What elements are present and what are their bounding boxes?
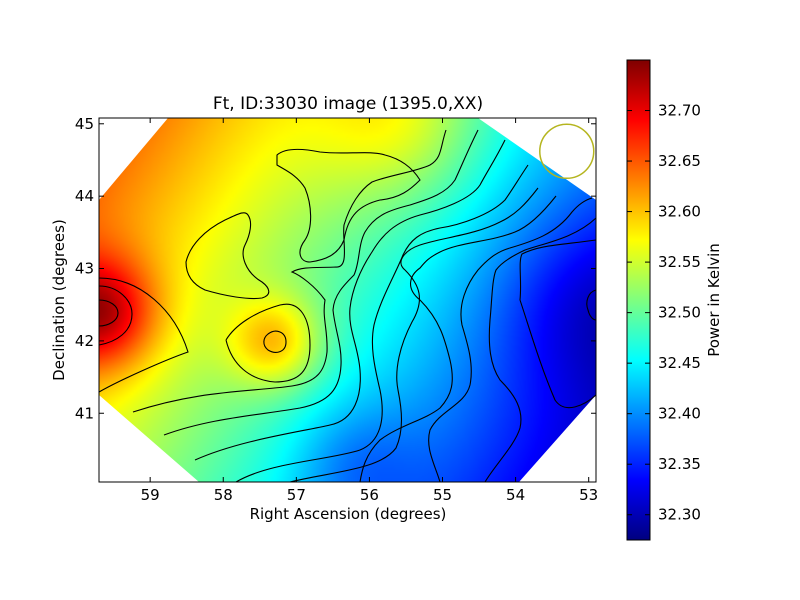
contour-line [484,217,597,483]
x-tick-label: 53 [579,486,598,504]
colorbar-ticks: 32.30 32.35 32.40 32.45 32.50 32.55 32.60 32.65… [627,102,701,524]
contour-line [98,277,189,393]
contour-line [225,303,311,383]
contour-line [428,197,593,483]
colorbar-tick-label: 32.45 [658,354,701,372]
contour-line [163,129,479,436]
contour-line [359,195,557,483]
colorbar-tick-label: 32.40 [658,405,701,423]
x-tick-label: 58 [214,486,233,504]
x-tick-label: 56 [360,486,379,504]
contour-line [235,164,529,483]
contour-line [132,129,447,413]
beam-circle [539,123,595,180]
x-tick-label: 59 [141,486,160,504]
x-tick-label: 57 [287,486,306,504]
contour-line [263,330,287,353]
contour-line [185,212,270,300]
chart-title: Ft, ID:33030 image (1395.0,XX) [213,94,483,114]
y-tick-label: 45 [75,115,94,133]
colorbar-tick-label: 32.65 [658,152,701,170]
colorbar-label: Power in Kelvin [705,243,723,357]
colorbar [626,59,651,541]
x-tick-label: 55 [433,486,452,504]
y-tick-label: 42 [75,332,94,350]
colorbar-tick-label: 32.30 [658,506,701,524]
contour-line [98,285,133,346]
x-axis-ticks: 59 58 57 56 55 54 53 [141,118,598,504]
y-axis-ticks: 41 42 43 44 45 [75,115,596,422]
contour-line [276,148,421,263]
y-tick-label: 44 [75,187,94,205]
contour-line [519,239,597,301]
colorbar-tick-label: 32.60 [658,203,701,221]
y-axis-label: Declination (degrees) [50,219,68,381]
contour-line [586,289,597,321]
colorbar-tick-label: 32.70 [658,102,701,120]
contour-line [194,139,506,461]
contour-line [98,299,119,327]
x-axis-label: Right Ascension (degrees) [250,505,447,523]
axes-frame [98,117,597,483]
colorbar-tick-label: 32.50 [658,304,701,322]
colorbar-tick-label: 32.35 [658,455,701,473]
contour-lines [98,129,597,483]
contour-line [519,299,597,409]
y-tick-label: 43 [75,260,94,278]
colorbar-tick-label: 32.55 [658,253,701,271]
heatmap-image [99,118,596,482]
y-tick-label: 41 [75,404,94,422]
x-tick-label: 54 [506,486,525,504]
